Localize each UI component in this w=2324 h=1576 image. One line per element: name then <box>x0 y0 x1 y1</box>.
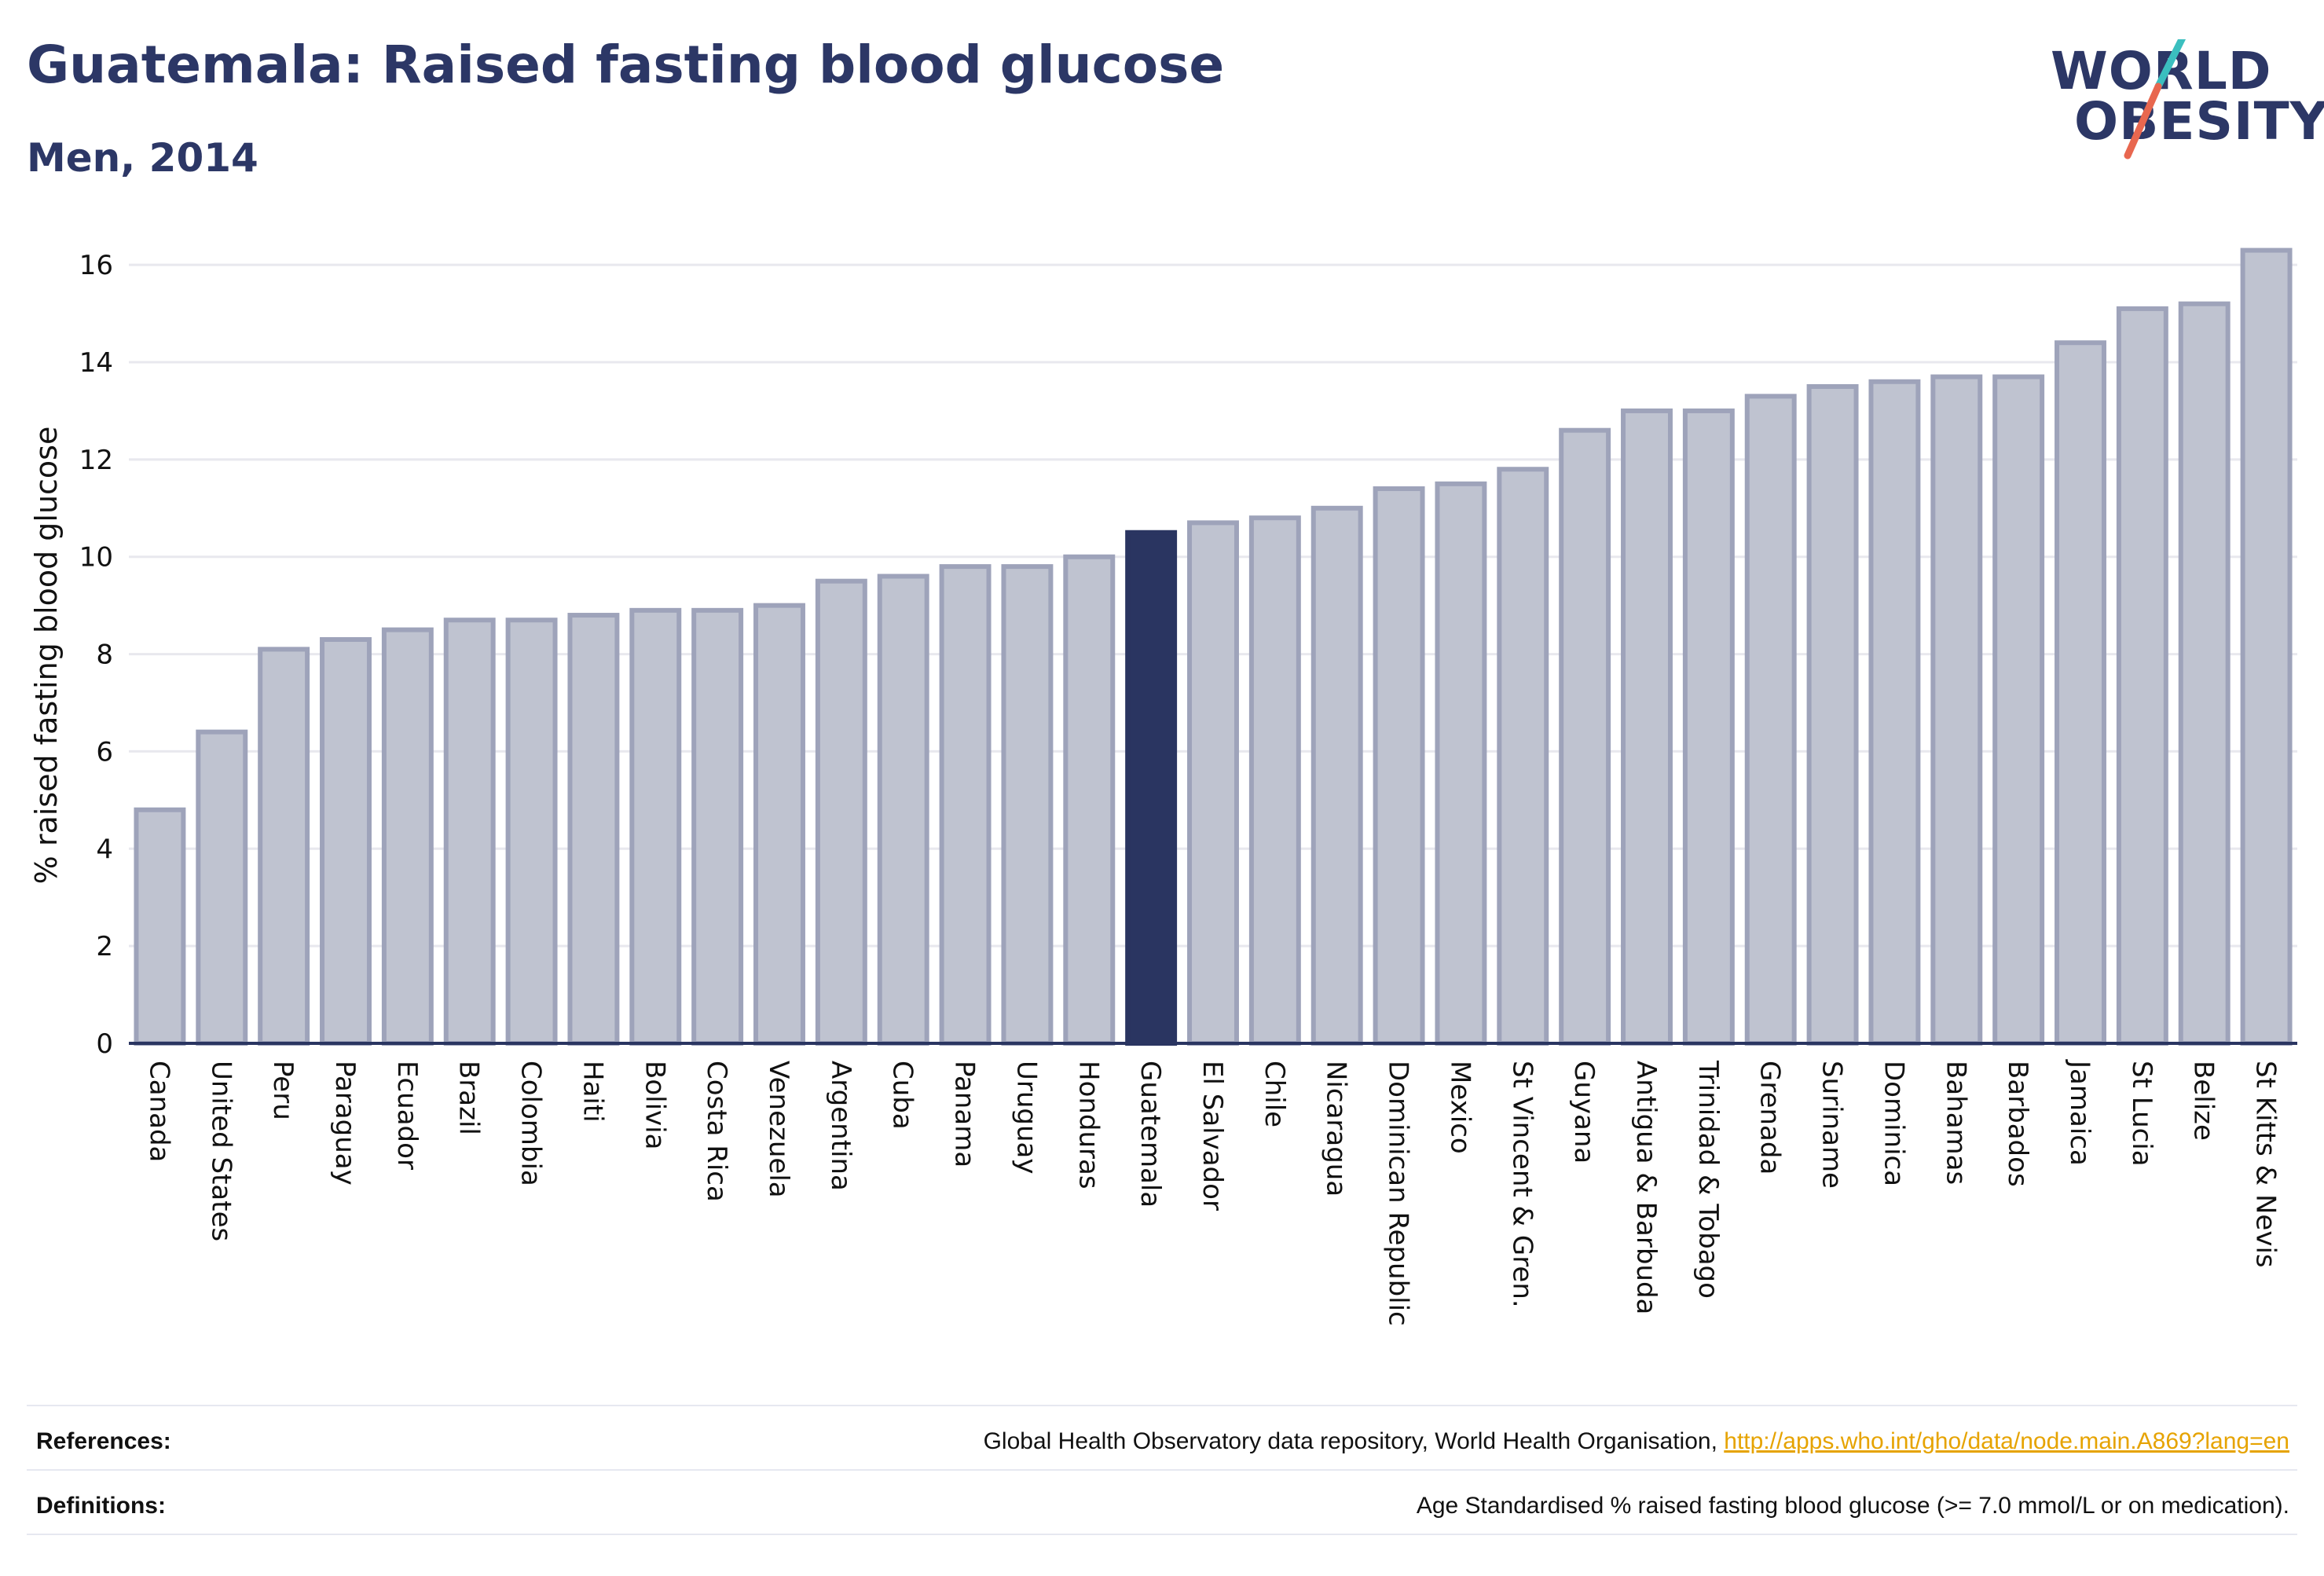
x-tick-label: Panama <box>949 1061 981 1167</box>
bar <box>1187 520 1239 1046</box>
y-tick-label: 6 <box>96 736 113 768</box>
bar <box>1682 408 1735 1046</box>
bar <box>1063 554 1116 1046</box>
x-tick-label: Barbados <box>2002 1061 2033 1187</box>
logo-line-2: OBESITY <box>2074 91 2324 152</box>
bar <box>1373 486 1425 1046</box>
y-tick-label: 2 <box>96 931 113 962</box>
x-tick-label: Brazil <box>453 1061 485 1135</box>
x-tick-label: Dominican Republic <box>1383 1061 1414 1326</box>
bar <box>691 607 744 1046</box>
bar <box>1125 530 1178 1046</box>
bar <box>1868 379 1921 1046</box>
x-tick-label: Nicaragua <box>1321 1061 1352 1197</box>
y-tick-label: 16 <box>79 250 113 281</box>
bar <box>1992 374 2045 1046</box>
bar <box>877 574 929 1046</box>
x-tick-label: United States <box>205 1061 236 1241</box>
bar <box>1497 467 1549 1046</box>
x-tick-label: Trinidad & Tobago <box>1692 1060 1724 1299</box>
references-link[interactable]: http://apps.who.int/gho/data/node.main.A… <box>1724 1428 2289 1454</box>
x-tick-label: Uruguay <box>1010 1061 1042 1175</box>
bar <box>1621 408 1673 1046</box>
bar <box>815 578 867 1046</box>
x-tick-label: Antigua & Barbuda <box>1630 1061 1662 1314</box>
x-tick-label: Haiti <box>577 1061 608 1123</box>
x-tick-label: Paraguay <box>329 1061 361 1186</box>
x-tick-label: Dominica <box>1878 1061 1909 1186</box>
x-tick-label: Jamaica <box>2064 1059 2095 1166</box>
bar <box>443 618 496 1046</box>
references-label: References: <box>36 1428 171 1454</box>
world-obesity-logo: WORLD OBESITY <box>2051 39 2324 173</box>
bar <box>2055 340 2106 1046</box>
bar <box>1001 564 1054 1046</box>
bar <box>1559 427 1611 1046</box>
x-tick-label: Suriname <box>1816 1061 1848 1189</box>
bar <box>2116 306 2168 1046</box>
definitions-label: Definitions: <box>36 1493 166 1519</box>
bar <box>320 637 372 1046</box>
x-tick-label: Peru <box>267 1061 299 1120</box>
x-tick-label: Honduras <box>1072 1061 1104 1189</box>
references-text: Global Health Observatory data repositor… <box>984 1428 2289 1455</box>
x-tick-label: Guyana <box>1568 1061 1600 1164</box>
y-tick-label: 0 <box>96 1028 113 1060</box>
bar <box>1435 481 1487 1046</box>
x-tick-label: Cuba <box>887 1061 918 1130</box>
bar <box>1310 505 1363 1046</box>
bar <box>1744 394 1797 1046</box>
x-tick-label: Mexico <box>1444 1061 1475 1154</box>
x-tick-label: St Kitts & Nevis <box>2250 1061 2282 1268</box>
footer-divider-bottom <box>27 1534 2297 1535</box>
bar <box>753 603 805 1046</box>
x-tick-label: Bolivia <box>639 1061 670 1149</box>
y-axis-label: % raised fasting blood glucose <box>29 427 64 885</box>
footer-divider-middle <box>27 1469 2297 1471</box>
logo-slash-icon <box>2124 39 2187 159</box>
bar <box>939 564 992 1046</box>
y-tick-label: 12 <box>79 445 113 476</box>
bar <box>2240 247 2293 1046</box>
bar-chart: 0 2 4 6 8 10 12 14 16 % raised fasting blood gluc… <box>29 247 2297 1326</box>
x-tick-label: St Vincent & Gren. <box>1506 1061 1538 1308</box>
bar <box>505 618 558 1046</box>
x-tick-label: El Salvador <box>1197 1061 1228 1211</box>
x-tick-label: Belize <box>2188 1061 2220 1141</box>
bar <box>258 647 310 1046</box>
x-tick-label: Costa Rica <box>701 1061 732 1202</box>
footer-divider-top <box>27 1405 2297 1406</box>
x-tick-label: Venezuela <box>763 1061 794 1198</box>
x-tick-label: Grenada <box>1754 1061 1786 1175</box>
x-tick-label: Colombia <box>515 1061 547 1186</box>
bar <box>1248 515 1301 1046</box>
x-tick-label: St Lucia <box>2126 1061 2157 1167</box>
chart-title: Guatemala: Raised fasting blood glucose <box>27 35 1225 95</box>
bar <box>196 729 248 1046</box>
y-tick-label: 10 <box>79 542 113 574</box>
bar <box>2178 301 2231 1046</box>
chart-subtitle: Men, 2014 <box>27 135 258 181</box>
bar <box>629 607 682 1046</box>
bar <box>567 613 620 1046</box>
x-tick-label: Argentina <box>825 1061 856 1191</box>
y-tick-label: 14 <box>79 347 113 379</box>
definitions-text: Age Standardised % raised fasting blood … <box>1416 1493 2289 1519</box>
x-tick-label: Chile <box>1259 1061 1290 1127</box>
x-tick-label: Canada <box>143 1061 174 1162</box>
x-tick-label: Ecuador <box>391 1061 423 1170</box>
x-tick-label: Bahamas <box>1940 1061 1971 1185</box>
bar <box>381 627 434 1046</box>
bar <box>1930 374 1983 1046</box>
y-tick-label: 8 <box>96 640 113 671</box>
bar <box>134 807 186 1046</box>
references-source: Global Health Observatory data repositor… <box>983 1428 1725 1454</box>
y-tick-label: 4 <box>96 834 113 865</box>
x-tick-label: Guatemala <box>1135 1061 1166 1208</box>
bar <box>1806 383 1859 1046</box>
